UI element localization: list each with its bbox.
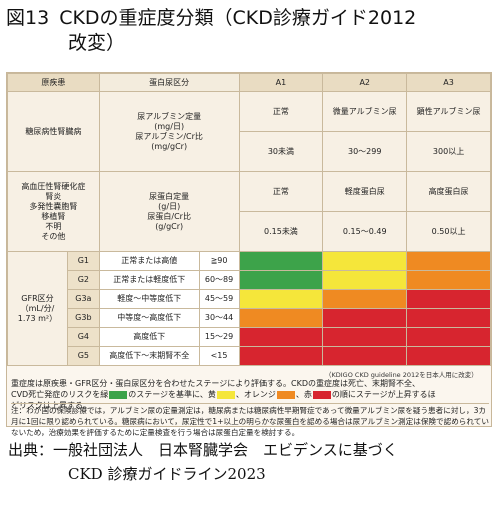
measure-protein: 尿蛋白定量 (g/日) 尿蛋白/Cr比 (g/gCr) bbox=[98, 171, 240, 252]
legend-text-3: のステージを基準に、黄 bbox=[128, 390, 216, 399]
legend-text: 重症度は原疾患・GFR区分・蛋白尿区分を合わせたステージにより評価する。CKDの… bbox=[11, 378, 489, 411]
risk-cell-red bbox=[322, 308, 408, 328]
risk-cell-red bbox=[406, 346, 491, 366]
risk-cell-orange bbox=[238, 308, 324, 328]
ckd-severity-card: 原疾患 蛋白尿区分 A1 A2 A3 糖尿病性腎臓病 尿アルブミン定量 (mg/… bbox=[6, 72, 492, 437]
measure-albumin: 尿アルブミン定量 (mg/日) 尿アルブミン/Cr比 (mg/gCr) bbox=[98, 91, 240, 172]
diabetes-a3-range: 300以上 bbox=[406, 131, 491, 172]
gfr-category-label: GFR区分 （mL/分/ 1.73 m²） bbox=[7, 251, 68, 366]
other-a1-range: 0.15未満 bbox=[238, 211, 324, 252]
risk-cell-red bbox=[406, 327, 491, 347]
gfr-stage: G3a bbox=[66, 289, 100, 309]
gfr-description: 高度低下〜末期腎不全 bbox=[98, 346, 200, 366]
red-swatch bbox=[312, 390, 331, 399]
gfr-stage: G1 bbox=[66, 251, 100, 271]
legend-text-1: 重症度は原疾患・GFR区分・蛋白尿区分を合わせたステージにより評価する。CKDの… bbox=[11, 379, 421, 388]
risk-cell-green bbox=[238, 251, 324, 271]
risk-cell-red bbox=[406, 308, 491, 328]
header-a1: A1 bbox=[238, 73, 324, 92]
gfr-description: 正常または軽度低下 bbox=[98, 270, 200, 290]
legend-text-4: 、オレンジ bbox=[235, 390, 276, 399]
diabetes-a2-range: 30〜299 bbox=[322, 131, 408, 172]
cause-other: 高血圧性腎硬化症 腎炎 多発性嚢胞腎 移植腎 不明 その他 bbox=[7, 171, 100, 252]
gfr-range: <15 bbox=[198, 346, 240, 366]
risk-cell-yellow bbox=[238, 289, 324, 309]
risk-cell-orange bbox=[406, 270, 491, 290]
other-a1-label: 正常 bbox=[238, 171, 324, 212]
risk-cell-orange bbox=[322, 289, 408, 309]
figure-title: 図13 CKDの重症度分類（CKD診療ガイド2012 改変） bbox=[6, 6, 496, 56]
source-citation: 出典：一般社団法人 日本腎臓学会 エビデンスに基づく CKD 診療ガイドライン2… bbox=[8, 438, 496, 486]
legend-text-6: の順にステージが上昇するほ bbox=[331, 390, 436, 399]
diabetes-a3-label: 顕性アルブミン尿 bbox=[406, 91, 491, 132]
risk-cell-yellow bbox=[322, 270, 408, 290]
other-a3-range: 0.50以上 bbox=[406, 211, 491, 252]
gfr-range: 60〜89 bbox=[198, 270, 240, 290]
gfr-description: 軽度〜中等度低下 bbox=[98, 289, 200, 309]
risk-cell-green bbox=[238, 270, 324, 290]
other-a2-range: 0.15〜0.49 bbox=[322, 211, 408, 252]
header-a3: A3 bbox=[406, 73, 491, 92]
diabetes-a1-range: 30未満 bbox=[238, 131, 324, 172]
header-cause: 原疾患 bbox=[7, 73, 100, 92]
title-line-1: CKDの重症度分類（CKD診療ガイド2012 bbox=[59, 7, 417, 29]
insurance-note: 注：わが国の保険診療では，アルブミン尿の定量測定は，糖尿病または糖尿病性早期腎症… bbox=[11, 403, 489, 438]
gfr-stage: G2 bbox=[66, 270, 100, 290]
gfr-stage: G4 bbox=[66, 327, 100, 347]
gfr-range: 45〜59 bbox=[198, 289, 240, 309]
orange-swatch bbox=[276, 390, 295, 399]
gfr-description: 中等度〜高度低下 bbox=[98, 308, 200, 328]
header-a2: A2 bbox=[322, 73, 408, 92]
diabetes-a1-label: 正常 bbox=[238, 91, 324, 132]
risk-cell-red bbox=[238, 327, 324, 347]
other-a2-label: 軽度蛋白尿 bbox=[322, 171, 408, 212]
kdigo-credit: （KDIGO CKD guideline 2012を日本人用に改変） bbox=[325, 371, 478, 379]
legend-text-5: 、赤 bbox=[295, 390, 312, 399]
gfr-description: 正常または高値 bbox=[98, 251, 200, 271]
risk-cell-yellow bbox=[322, 251, 408, 271]
source-line-1: 出典：一般社団法人 日本腎臓学会 エビデンスに基づく bbox=[8, 441, 398, 459]
gfr-description: 高度低下 bbox=[98, 327, 200, 347]
risk-cell-red bbox=[238, 346, 324, 366]
header-protein-category: 蛋白尿区分 bbox=[98, 73, 240, 92]
risk-cell-red bbox=[322, 327, 408, 347]
gfr-range: 30〜44 bbox=[198, 308, 240, 328]
cause-diabetes: 糖尿病性腎臓病 bbox=[7, 91, 100, 172]
gfr-range: ≧90 bbox=[198, 251, 240, 271]
risk-cell-red bbox=[322, 346, 408, 366]
green-swatch bbox=[109, 390, 128, 399]
legend-text-2: CVD死亡発症のリスクを緑 bbox=[11, 390, 109, 399]
yellow-swatch bbox=[216, 390, 235, 399]
diabetes-a2-label: 微量アルブミン尿 bbox=[322, 91, 408, 132]
other-a3-label: 高度蛋白尿 bbox=[406, 171, 491, 212]
figure-number: 図13 bbox=[6, 7, 50, 29]
gfr-range: 15〜29 bbox=[198, 327, 240, 347]
legend-text-7: どリスクは上昇する。 bbox=[11, 401, 91, 410]
gfr-stage: G5 bbox=[66, 346, 100, 366]
source-line-2: CKD 診療ガイドライン2023 bbox=[68, 465, 266, 483]
risk-cell-orange bbox=[406, 251, 491, 271]
gfr-stage: G3b bbox=[66, 308, 100, 328]
ckd-severity-table: 原疾患 蛋白尿区分 A1 A2 A3 糖尿病性腎臓病 尿アルブミン定量 (mg/… bbox=[7, 73, 491, 366]
risk-cell-red bbox=[406, 289, 491, 309]
title-line-2: 改変） bbox=[68, 32, 126, 54]
